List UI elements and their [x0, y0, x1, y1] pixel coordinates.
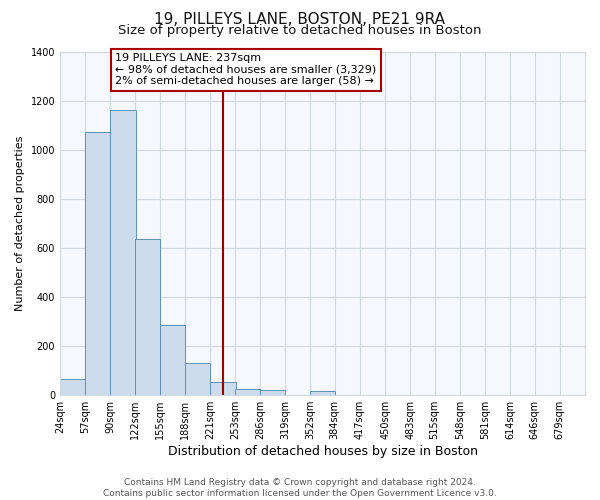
Y-axis label: Number of detached properties: Number of detached properties: [15, 136, 25, 311]
Bar: [60, 379, 85, 394]
Bar: [135, 239, 160, 394]
Bar: [160, 325, 185, 394]
X-axis label: Distribution of detached houses by size in Boston: Distribution of detached houses by size …: [167, 444, 478, 458]
Text: 19 PILLEYS LANE: 237sqm
← 98% of detached houses are smaller (3,329)
2% of semi-: 19 PILLEYS LANE: 237sqm ← 98% of detache…: [115, 53, 376, 86]
Text: 19, PILLEYS LANE, BOSTON, PE21 9RA: 19, PILLEYS LANE, BOSTON, PE21 9RA: [155, 12, 445, 28]
Bar: [260, 390, 285, 394]
Bar: [310, 391, 335, 394]
Bar: [235, 388, 260, 394]
Bar: [185, 363, 211, 394]
Text: Contains HM Land Registry data © Crown copyright and database right 2024.
Contai: Contains HM Land Registry data © Crown c…: [103, 478, 497, 498]
Bar: [85, 132, 110, 394]
Bar: [110, 110, 136, 395]
Text: Size of property relative to detached houses in Boston: Size of property relative to detached ho…: [118, 24, 482, 37]
Bar: [211, 382, 236, 394]
